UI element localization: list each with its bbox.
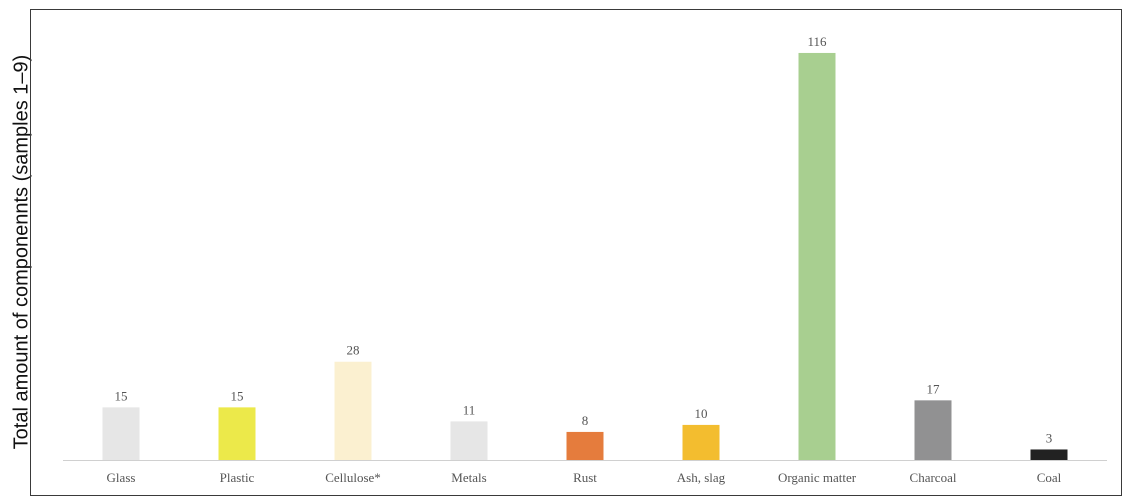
bar-8 (1030, 449, 1068, 460)
x-tick-label-6: Organic matter (778, 470, 857, 485)
x-tick-label-8: Coal (1037, 470, 1062, 485)
data-label-4: 8 (582, 413, 589, 428)
bar-3 (450, 421, 488, 460)
bar-2 (334, 361, 372, 460)
x-tick-label-5: Ash, slag (677, 470, 726, 485)
data-label-8: 3 (1046, 430, 1053, 445)
data-label-7: 17 (927, 381, 941, 396)
bar-1 (218, 407, 256, 460)
bar-4 (566, 431, 604, 460)
bar-0 (102, 407, 140, 460)
data-label-5: 10 (695, 406, 708, 421)
bar-6 (798, 52, 836, 461)
bar-7 (914, 400, 952, 460)
x-tick-label-2: Cellulose* (325, 470, 381, 485)
data-label-1: 15 (231, 388, 244, 403)
data-label-0: 15 (115, 388, 128, 403)
data-label-6: 116 (807, 34, 827, 49)
chart-frame (30, 9, 1122, 496)
bar-5 (682, 424, 720, 460)
data-label-3: 11 (463, 402, 476, 417)
x-tick-label-0: Glass (107, 470, 136, 485)
data-label-2: 28 (347, 343, 360, 358)
x-tick-label-4: Rust (573, 470, 597, 485)
x-tick-label-3: Metals (451, 470, 486, 485)
x-tick-label-7: Charcoal (910, 470, 957, 485)
x-tick-label-1: Plastic (220, 470, 255, 485)
